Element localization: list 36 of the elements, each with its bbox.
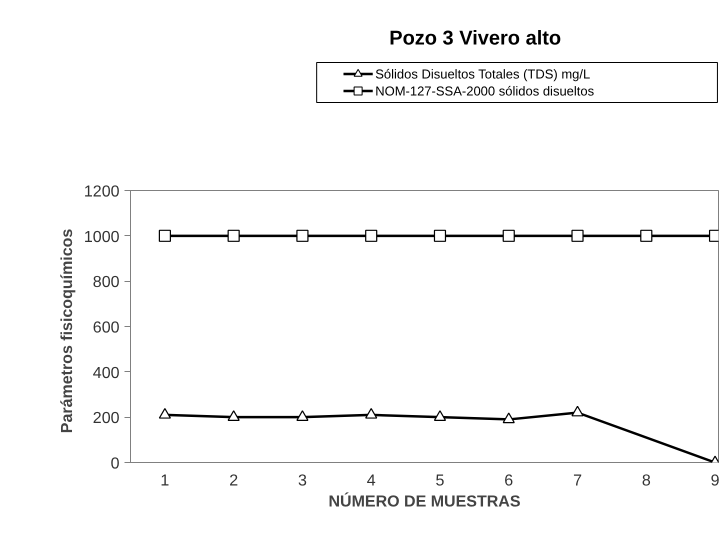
point	[365, 230, 378, 242]
y-tick-label: 0	[110, 456, 120, 472]
x-tick-label: 2	[229, 472, 238, 490]
x-tick-label: 7	[573, 472, 582, 490]
point	[434, 410, 446, 421]
y-tick-label: 400	[92, 364, 120, 382]
point	[640, 230, 652, 242]
point	[228, 230, 240, 242]
y-axis-title: Parámetros fisicoquímicos	[58, 228, 76, 434]
x-axis-title: NÚMERO DE MUESTRAS	[328, 492, 521, 510]
point	[228, 410, 240, 421]
point	[502, 230, 515, 242]
x-tick-label: 1	[160, 472, 170, 490]
x-tick-label: 8	[642, 472, 651, 490]
y-tick-label: 1200	[84, 184, 120, 200]
y-tick-label: 600	[92, 320, 120, 336]
point	[502, 412, 515, 424]
x-tick-label: 5	[436, 472, 445, 490]
x-tick-label: 9	[710, 472, 720, 490]
x-tick-label: 3	[298, 472, 307, 490]
point	[296, 230, 309, 242]
y-tick-label: 200	[92, 410, 120, 428]
point	[158, 408, 171, 419]
point	[571, 230, 584, 242]
chart-title: Pozo 3 Vivero alto	[389, 28, 562, 50]
point	[434, 230, 446, 242]
x-tick-label: 6	[504, 472, 514, 490]
point	[571, 406, 584, 416]
x-tick-label: 4	[366, 472, 376, 490]
point	[296, 410, 309, 421]
legend-label: Sólidos Disueltos Totales (TDS) mg/L	[375, 66, 590, 82]
point	[158, 230, 171, 242]
y-tick-label: 1000	[84, 228, 120, 246]
y-tick-label: 800	[92, 274, 120, 292]
point	[365, 408, 378, 419]
legend-label: NOM-127-SSA-2000 sólidos disueltos	[375, 84, 595, 98]
